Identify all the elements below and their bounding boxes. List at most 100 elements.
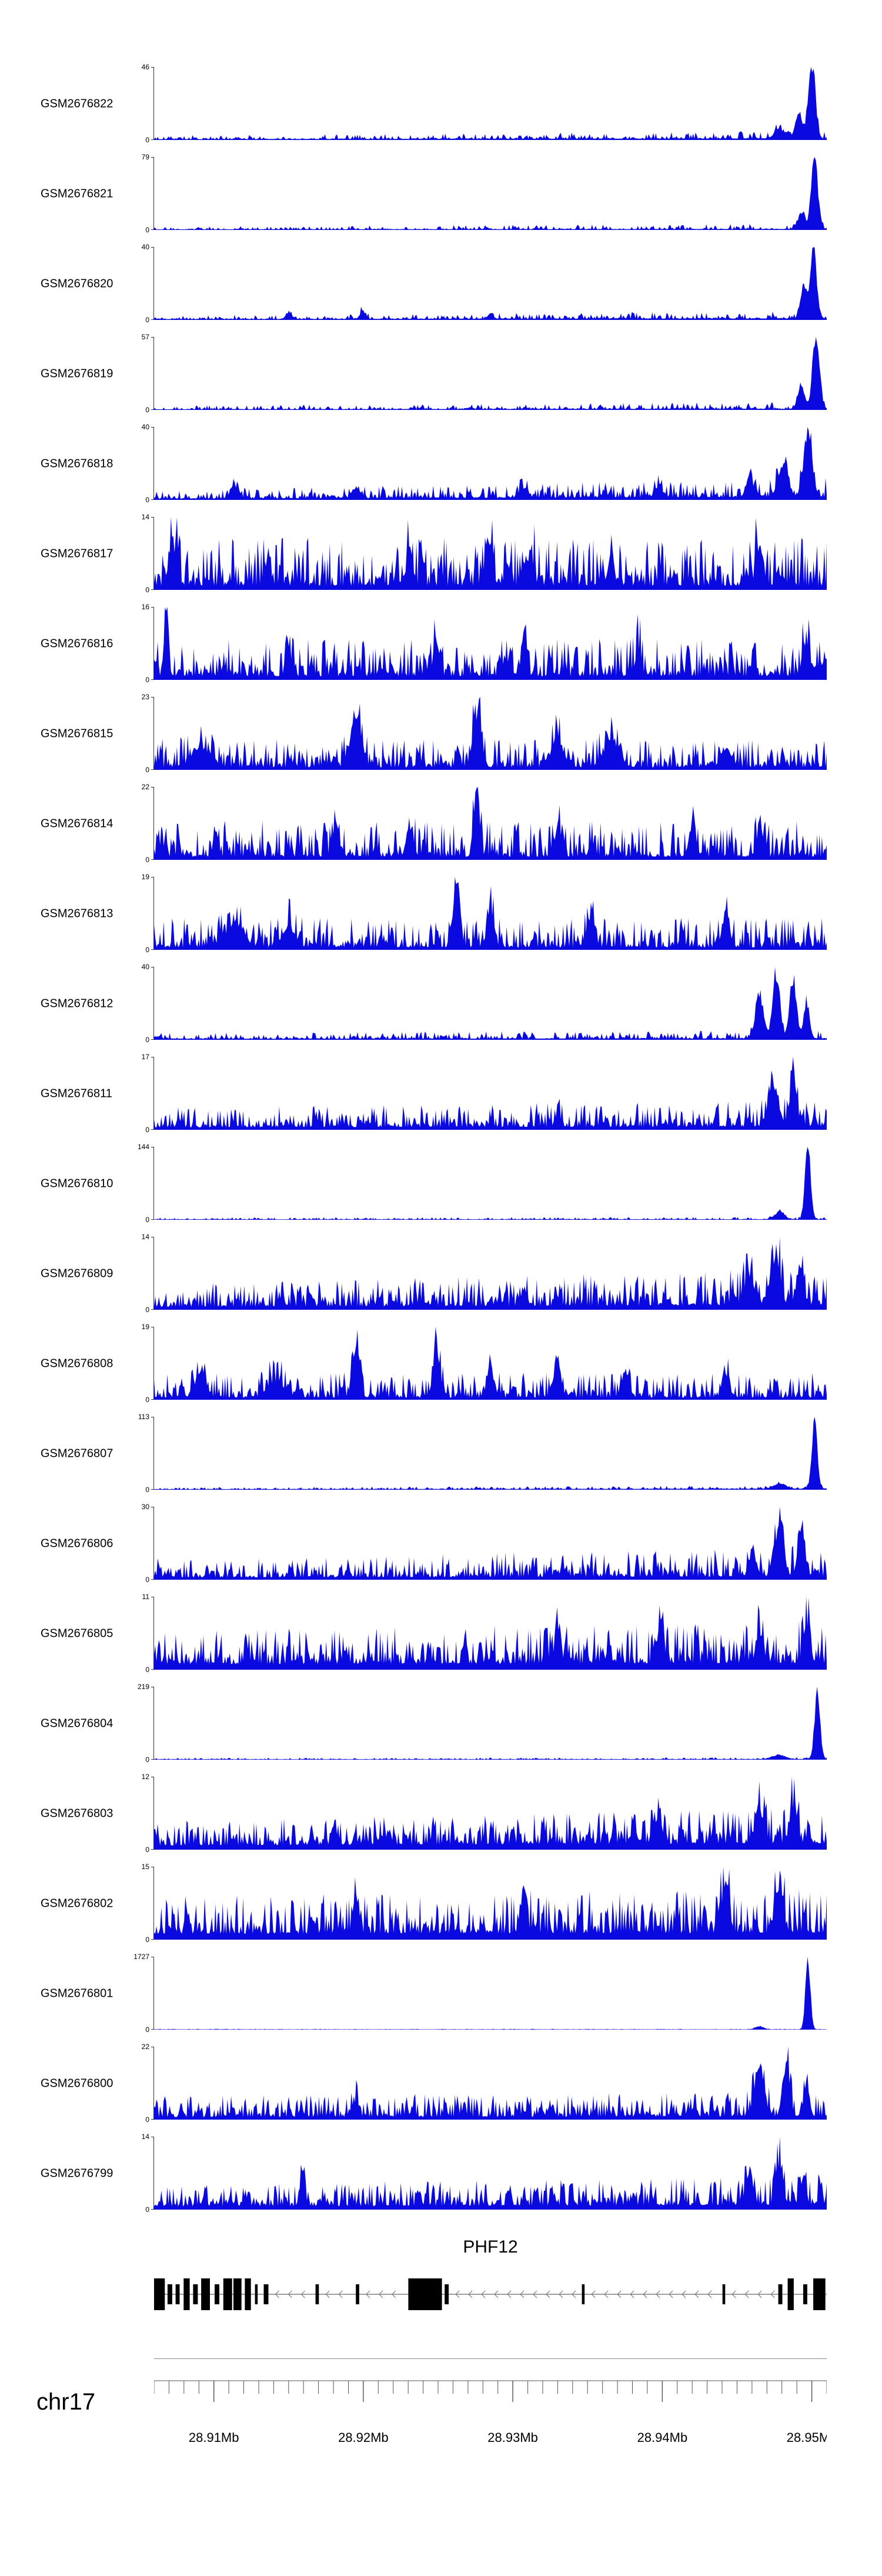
y-axis-tick: [151, 949, 153, 950]
y-axis-tick: [151, 337, 153, 338]
axis-tick-label: 28.95Mb: [787, 2430, 827, 2445]
signal-plot: 30 0: [142, 1503, 827, 1584]
y-zero-label: 0: [145, 1396, 149, 1404]
y-zero-label: 0: [145, 946, 149, 954]
data-track: GSM2676820 40 0: [0, 239, 882, 329]
track-name-label: GSM2676822: [41, 97, 113, 110]
y-axis-line: [153, 607, 154, 680]
y-zero-label: 0: [145, 1306, 149, 1314]
track-name-label: GSM2676820: [41, 277, 113, 290]
y-max-label: 19: [141, 1323, 149, 1331]
track-name-label: GSM2676819: [41, 367, 113, 380]
signal-plot: 11 0: [142, 1593, 827, 1674]
coverage-signal: [154, 247, 827, 320]
y-zero-label: 0: [145, 1576, 149, 1584]
signal-plot: 12 0: [142, 1773, 827, 1854]
y-axis-line: [153, 1597, 154, 1670]
coverage-signal: [154, 967, 827, 1040]
y-axis-tick: [151, 1399, 153, 1400]
data-track: GSM2676803 12 0: [0, 1769, 882, 1858]
y-axis-line: [153, 697, 154, 770]
data-track: GSM2676817 14 0: [0, 509, 882, 599]
y-max-label: 144: [137, 1143, 149, 1151]
signal-plot: 22 0: [142, 2043, 827, 2124]
tracks-container: GSM2676822 46 0 GSM2676821 79 0 GSM2676820 40 0 G…: [0, 59, 882, 2218]
signal-plot: 40 0: [142, 423, 827, 504]
signal-plot: 1727 0: [133, 1953, 827, 2034]
data-track: GSM2676804 219 0: [0, 1679, 882, 1769]
coverage-signal: [154, 1867, 827, 1940]
y-max-label: 22: [141, 2043, 149, 2051]
y-max-label: 23: [141, 693, 149, 701]
signal-plot: 17 0: [142, 1053, 827, 1134]
y-axis-line: [153, 1237, 154, 1310]
y-zero-label: 0: [145, 316, 149, 324]
signal-plot: 144 0: [138, 1143, 827, 1224]
y-zero-label: 0: [145, 406, 149, 414]
track-name-label: GSM2676805: [41, 1627, 113, 1640]
data-track: GSM2676799 14 0: [0, 2128, 882, 2218]
track-name-label: GSM2676821: [41, 187, 113, 200]
signal-plot: 19 0: [142, 1323, 827, 1404]
y-axis-tick: [151, 1129, 153, 1130]
data-track: GSM2676822 46 0: [0, 59, 882, 149]
y-zero-label: 0: [145, 1666, 149, 1674]
y-zero-label: 0: [145, 2026, 149, 2034]
track-name-label: GSM2676806: [41, 1537, 113, 1550]
y-axis-line: [153, 1777, 154, 1850]
y-zero-label: 0: [145, 856, 149, 864]
y-axis-line: [153, 427, 154, 500]
y-max-label: 219: [137, 1683, 149, 1691]
y-axis-line: [153, 877, 154, 950]
y-axis-tick: [151, 157, 153, 158]
y-axis-tick: [151, 319, 153, 320]
coverage-signal: [154, 1597, 827, 1670]
signal-plot: 19 0: [142, 873, 827, 954]
y-max-label: 57: [141, 333, 149, 341]
y-zero-label: 0: [145, 1756, 149, 1764]
signal-plot: 40 0: [142, 243, 827, 324]
y-axis-line: [153, 1867, 154, 1940]
y-max-label: 16: [141, 603, 149, 611]
y-axis-tick: [151, 1219, 153, 1220]
signal-plot: 14 0: [142, 513, 827, 594]
y-axis-line: [153, 2137, 154, 2210]
y-max-label: 14: [141, 1233, 149, 1241]
y-axis-tick: [151, 2029, 153, 2030]
gene-name-label: PHF12: [463, 2237, 518, 2257]
track-name-label: GSM2676804: [41, 1717, 113, 1730]
y-zero-label: 0: [145, 2205, 149, 2214]
y-max-label: 17: [141, 1053, 149, 1061]
coverage-signal: [154, 697, 827, 770]
y-max-label: 1727: [133, 1953, 149, 1961]
track-name-label: GSM2676802: [41, 1897, 113, 1910]
y-axis-line: [153, 1327, 154, 1400]
y-axis-tick: [151, 2119, 153, 2120]
genome-axis-track: chr17 28.91Mb 28.92Mb 28.93Mb 28.94Mb 28.95M…: [0, 2376, 882, 2529]
coverage-signal: [154, 67, 827, 140]
track-name-label: GSM2676810: [41, 1177, 113, 1190]
y-zero-label: 0: [145, 136, 149, 144]
coverage-signal: [154, 517, 827, 590]
y-max-label: 40: [141, 423, 149, 431]
y-axis-tick: [151, 589, 153, 590]
y-axis-line: [153, 337, 154, 410]
signal-plot: 46 0: [142, 63, 827, 144]
data-track: GSM2676819 57 0: [0, 329, 882, 419]
y-zero-label: 0: [145, 1846, 149, 1854]
y-max-label: 40: [141, 243, 149, 251]
y-axis-line: [153, 1507, 154, 1580]
y-axis-line: [153, 787, 154, 860]
y-axis-line: [153, 1687, 154, 1760]
signal-plot: 40 0: [142, 963, 827, 1044]
track-name-label: GSM2676799: [41, 2167, 113, 2180]
track-name-label: GSM2676808: [41, 1357, 113, 1370]
y-max-label: 19: [141, 873, 149, 881]
y-axis-tick: [151, 427, 153, 428]
coverage-signal: [154, 1057, 827, 1130]
data-track: GSM2676814 22 0: [0, 779, 882, 869]
y-axis-tick: [151, 1759, 153, 1760]
y-zero-label: 0: [145, 766, 149, 774]
y-max-label: 14: [141, 513, 149, 521]
